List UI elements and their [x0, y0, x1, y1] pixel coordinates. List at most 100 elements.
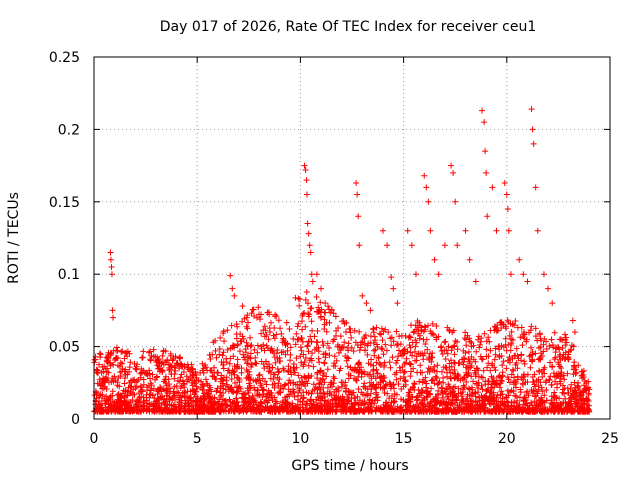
data-point: [292, 381, 299, 388]
data-point: [533, 399, 540, 406]
data-point: [564, 354, 571, 361]
data-point: [282, 381, 289, 388]
data-point: [278, 404, 285, 411]
data-point: [360, 383, 367, 390]
data-point: [210, 339, 217, 346]
data-point: [283, 319, 290, 326]
data-point: [411, 407, 418, 414]
data-point: [465, 385, 472, 392]
data-point: [166, 385, 173, 392]
data-point: [571, 396, 578, 403]
data-point: [439, 389, 446, 396]
data-point: [284, 368, 291, 375]
data-point: [352, 399, 359, 406]
data-point: [545, 285, 552, 292]
data-point: [287, 344, 294, 351]
y-tick-label: 0: [71, 412, 80, 428]
data-point: [322, 309, 329, 316]
data-point: [127, 390, 134, 397]
data-point: [361, 401, 368, 408]
data-point: [269, 381, 276, 388]
y-tick-label: 0.1: [58, 267, 80, 283]
data-point: [124, 403, 131, 410]
data-point: [505, 319, 512, 326]
data-point: [424, 401, 431, 408]
data-point: [120, 398, 127, 405]
data-point: [527, 364, 534, 371]
data-point: [293, 364, 300, 371]
data-point: [220, 365, 227, 372]
data-point: [508, 371, 515, 378]
data-point: [583, 380, 590, 387]
data-point: [404, 399, 411, 406]
data-point: [248, 310, 255, 317]
data-point: [498, 342, 505, 349]
data-point: [388, 274, 395, 281]
data-point: [281, 339, 288, 346]
data-point: [492, 351, 499, 358]
data-point: [172, 396, 179, 403]
data-point: [453, 392, 460, 399]
x-tick-label: 20: [498, 431, 516, 447]
data-point: [481, 408, 488, 415]
data-point: [403, 359, 410, 366]
data-point: [469, 390, 476, 397]
data-point: [323, 319, 330, 326]
data-point: [164, 356, 171, 363]
data-point: [390, 408, 397, 415]
data-point: [463, 342, 470, 349]
data-point: [243, 314, 250, 321]
data-point: [329, 396, 336, 403]
data-point: [103, 398, 110, 405]
data-point: [213, 388, 220, 395]
data-point: [309, 327, 316, 334]
data-point: [491, 356, 498, 363]
data-point: [254, 342, 261, 349]
data-point: [287, 408, 294, 415]
data-point: [131, 376, 138, 383]
data-point: [133, 408, 140, 415]
data-point: [543, 338, 550, 345]
data-point: [508, 335, 515, 342]
data-point: [449, 370, 456, 377]
data-point: [544, 408, 551, 415]
data-point: [445, 408, 452, 415]
data-point: [381, 359, 388, 366]
data-point: [176, 408, 183, 415]
data-point: [162, 387, 169, 394]
data-point: [448, 357, 455, 364]
data-point: [227, 403, 234, 410]
data-point: [275, 317, 282, 324]
data-point: [305, 373, 312, 380]
data-point: [356, 397, 363, 404]
data-point: [551, 329, 558, 336]
data-point: [377, 361, 384, 368]
data-point: [365, 371, 372, 378]
data-point: [170, 402, 177, 409]
data-point: [296, 296, 303, 303]
data-point: [240, 391, 247, 398]
data-point: [307, 249, 314, 256]
data-point: [271, 324, 278, 331]
data-point: [404, 348, 411, 355]
data-point: [431, 363, 438, 370]
data-point: [257, 398, 264, 405]
data-point: [140, 376, 147, 383]
data-point: [147, 375, 154, 382]
data-point: [407, 386, 414, 393]
data-point: [260, 327, 267, 334]
data-point: [452, 374, 459, 381]
data-point: [318, 306, 325, 313]
data-point: [342, 352, 349, 359]
data-point: [294, 336, 301, 343]
data-point: [424, 408, 431, 415]
data-point: [315, 348, 322, 355]
data-point: [122, 371, 129, 378]
data-point: [400, 397, 407, 404]
data-point: [413, 397, 420, 404]
data-point: [506, 332, 513, 339]
data-point: [345, 371, 352, 378]
data-point: [571, 329, 578, 336]
data-point: [423, 388, 430, 395]
data-point: [445, 343, 452, 350]
